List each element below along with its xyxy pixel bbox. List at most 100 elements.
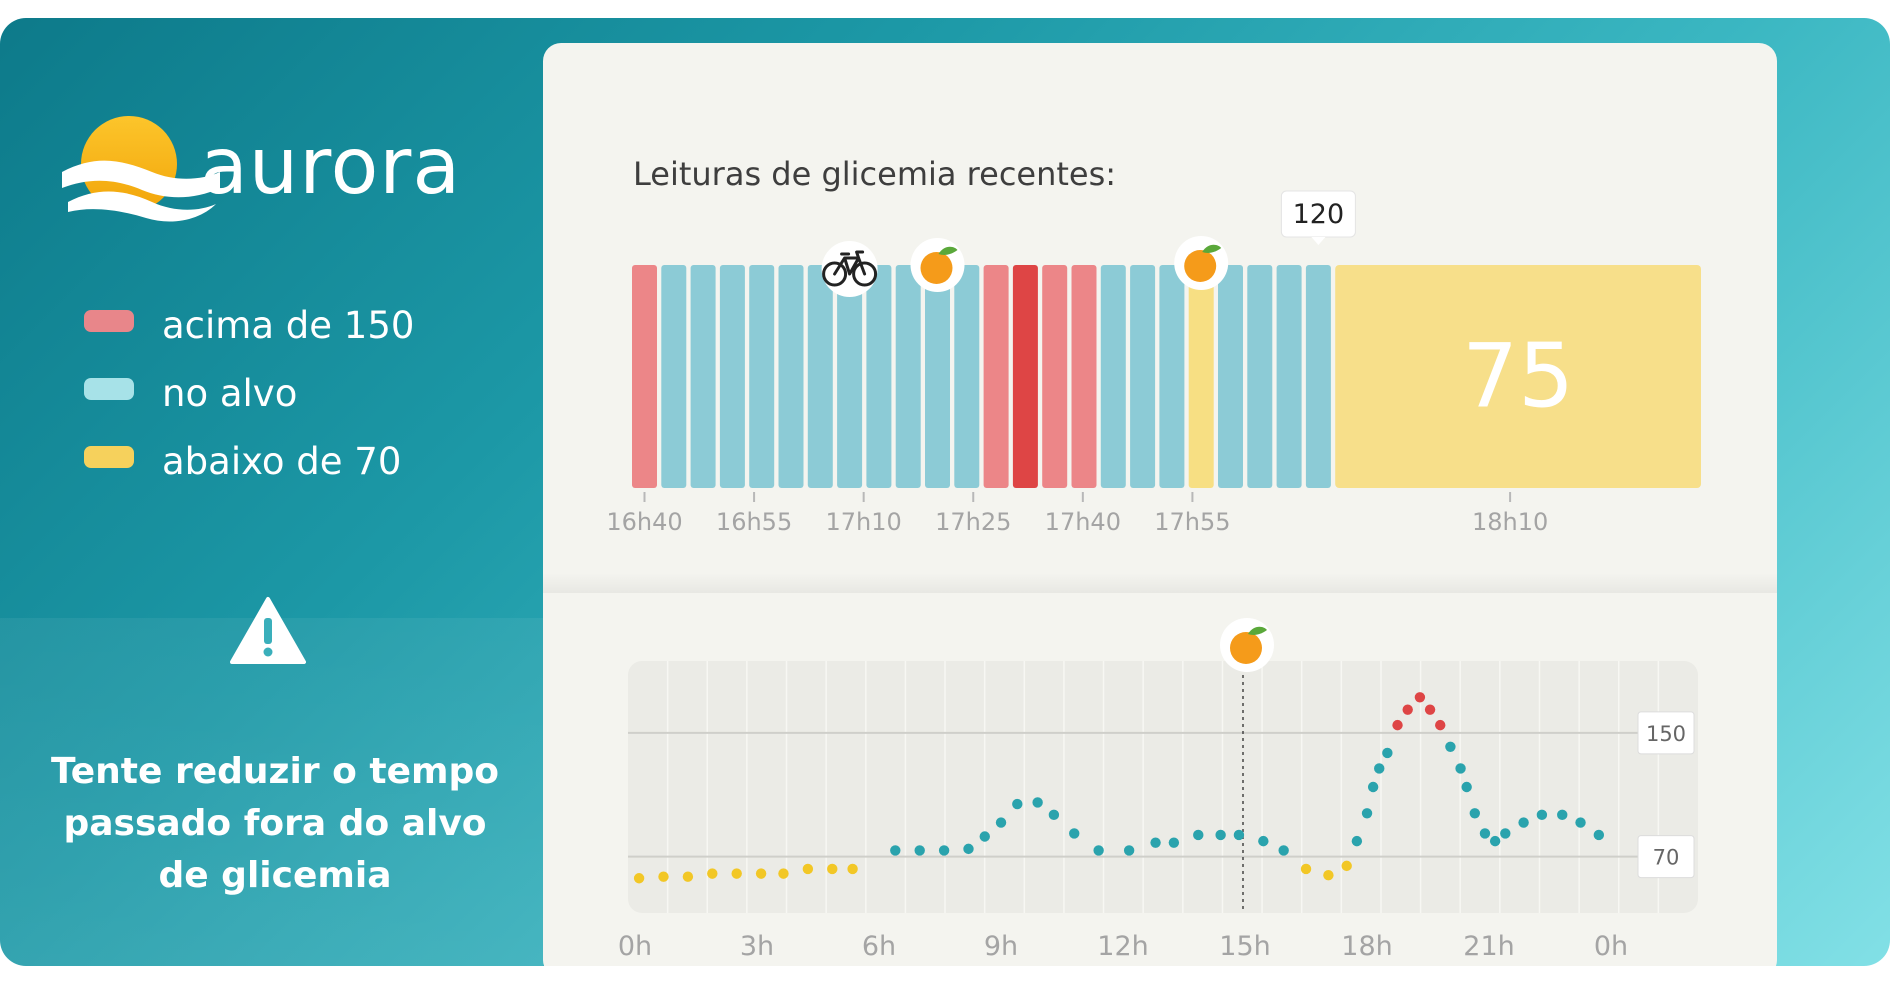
data-point-target [963, 843, 974, 855]
x-tick-label-4: 12h [1097, 931, 1148, 962]
data-point-target [1518, 817, 1529, 828]
data-point-target [1351, 835, 1363, 847]
x-tick-label-1: 3h [740, 931, 774, 962]
bar-target-20 [1218, 265, 1243, 488]
bar-target-23 [1305, 265, 1331, 488]
data-point-low [1341, 860, 1352, 872]
tooltip-pointer [1311, 237, 1326, 245]
data-point-low [633, 873, 645, 884]
sidebar-lower-section [0, 618, 543, 966]
legend-swatch-low [84, 446, 134, 468]
data-point-target [1557, 809, 1568, 821]
orange-icon-fruit [920, 252, 953, 284]
orange-icon [910, 238, 965, 292]
reading-tooltip: 120 [1280, 190, 1356, 245]
legend-label-low: abaixo de 70 [162, 440, 402, 483]
bar-high-12 [983, 265, 1009, 488]
data-point-high [1414, 692, 1426, 703]
data-point-target [1093, 845, 1104, 856]
orange-icon [1174, 236, 1229, 290]
bicycle-icon-wheel [852, 261, 878, 287]
data-point-target [890, 845, 901, 856]
data-point-target [1455, 763, 1466, 774]
data-point-target [1215, 829, 1226, 841]
bar-tick-label-4: 17h40 [1045, 508, 1121, 536]
bar-target-22 [1276, 265, 1302, 488]
bar-very_high-13 [1012, 265, 1038, 488]
legend-label-high: acima de 150 [162, 304, 415, 347]
data-point-target [914, 845, 925, 856]
bar-target-11 [954, 265, 980, 488]
x-tick-label-5: 15h [1219, 931, 1270, 962]
bar-target-4 [749, 265, 775, 488]
legend-swatch-target [84, 378, 134, 400]
legend-swatch-high [84, 310, 134, 332]
data-point-target [1069, 828, 1080, 839]
bar-tick-label-2: 17h10 [826, 508, 902, 536]
app-frame: aurora acima de 150 no alvo abaixo de 70… [0, 18, 1890, 966]
data-point-target [1168, 837, 1180, 848]
bar-tick-label-3: 17h25 [935, 508, 1011, 536]
x-tick-label-7: 21h [1463, 931, 1514, 962]
data-point-target [1575, 817, 1586, 828]
orange-icon-fruit [1230, 632, 1262, 664]
x-tick-label-6: 18h [1341, 931, 1392, 962]
data-point-target [1469, 808, 1480, 819]
bar-tick-label-0: 16h40 [606, 508, 682, 536]
data-point-low [1323, 869, 1334, 881]
current-reading-value: 75 [1462, 325, 1574, 428]
data-point-high [1392, 719, 1403, 731]
bar-high-0 [632, 265, 657, 488]
bar-target-3 [719, 265, 745, 488]
bar-tick-label-1: 16h55 [716, 508, 792, 536]
app-name: aurora [200, 122, 462, 212]
data-point-target [1233, 829, 1245, 841]
bicycle-icon-wheel [822, 261, 848, 287]
data-point-target [1536, 809, 1548, 821]
data-point-target [1150, 837, 1161, 848]
panel-title: Leituras de glicemia recentes: [633, 155, 1117, 193]
bar-target-18 [1159, 265, 1185, 488]
data-point-target [979, 831, 990, 842]
current-reading-bar [1335, 265, 1701, 488]
bar-target-21 [1247, 265, 1273, 488]
wave-icon [62, 160, 220, 198]
panel-divider [543, 573, 1777, 593]
threshold-badge-150 [1637, 711, 1695, 755]
orange-icon-leaf [938, 246, 958, 255]
x-tick-label-0: 0h [618, 931, 652, 962]
bar-tick-label-6: 18h10 [1472, 508, 1548, 536]
orange-icon-leaf [1202, 244, 1222, 253]
aurora-logo [62, 116, 220, 222]
scatter-plot-area [628, 661, 1698, 913]
data-point-target [1445, 741, 1456, 752]
bar-target-10 [925, 265, 950, 488]
bar-low-19 [1188, 265, 1214, 488]
bar-tick-label-5: 17h55 [1154, 508, 1230, 536]
data-point-target [1193, 829, 1204, 841]
data-point-target [1123, 845, 1135, 856]
data-point-target [1382, 747, 1393, 759]
data-point-target [1048, 809, 1060, 821]
data-point-low [1300, 863, 1312, 875]
orange-icon [1220, 618, 1274, 672]
data-point-target [1012, 798, 1023, 810]
orange-icon-fruit [1184, 250, 1217, 282]
data-point-target [1593, 829, 1605, 841]
bar-target-1 [661, 265, 687, 488]
data-point-low [707, 868, 718, 879]
legend-label-target: no alvo [162, 372, 298, 415]
data-point-target [1489, 835, 1501, 847]
data-point-high [1424, 704, 1436, 715]
bicycle-icon [821, 241, 878, 297]
data-point-target [1032, 797, 1043, 808]
bar-target-9 [895, 265, 921, 488]
data-point-high [1402, 704, 1413, 715]
bar-target-16 [1100, 265, 1126, 488]
data-point-target [1258, 835, 1269, 847]
data-point-target [1479, 828, 1491, 839]
data-point-low [802, 863, 814, 875]
data-point-target [995, 817, 1007, 828]
data-point-target [1461, 781, 1472, 793]
bar-target-17 [1130, 265, 1156, 488]
